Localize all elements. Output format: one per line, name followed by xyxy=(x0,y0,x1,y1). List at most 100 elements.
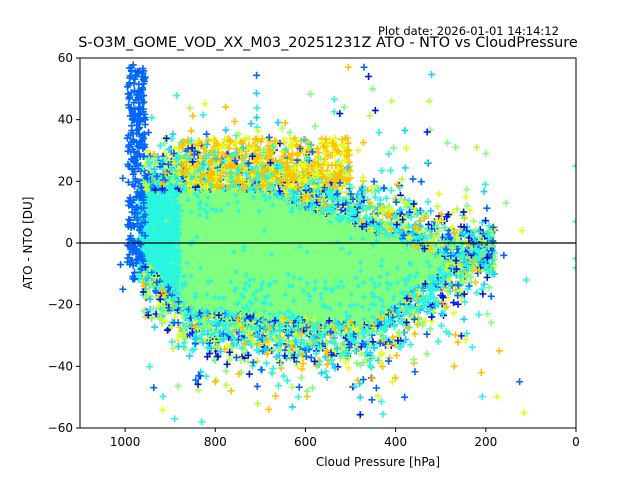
data-point xyxy=(139,133,147,141)
data-point xyxy=(125,236,133,244)
data-point xyxy=(123,83,131,91)
data-point xyxy=(411,330,419,338)
data-point xyxy=(148,268,156,276)
data-point xyxy=(350,216,358,224)
data-point xyxy=(161,200,169,208)
data-point xyxy=(168,194,176,202)
data-point xyxy=(425,220,433,228)
data-point xyxy=(159,222,167,230)
data-point xyxy=(131,68,139,76)
data-point xyxy=(142,253,150,261)
data-point xyxy=(126,74,134,82)
data-point xyxy=(164,267,172,275)
data-point xyxy=(141,218,149,226)
data-point xyxy=(145,242,153,250)
data-point xyxy=(175,225,183,233)
data-point xyxy=(159,195,167,203)
data-point xyxy=(165,224,173,232)
data-point xyxy=(131,275,139,283)
data-point xyxy=(168,271,176,279)
data-point xyxy=(141,114,149,122)
data-point xyxy=(167,210,175,218)
data-point xyxy=(287,355,295,363)
data-point xyxy=(323,339,331,347)
data-point xyxy=(139,145,147,152)
data-point xyxy=(128,199,136,207)
data-point xyxy=(141,232,149,240)
data-point xyxy=(136,88,144,96)
data-point xyxy=(129,129,137,137)
data-point xyxy=(130,269,138,277)
data-point xyxy=(124,178,132,186)
data-point xyxy=(171,233,179,241)
data-point xyxy=(129,107,137,115)
data-point xyxy=(172,267,180,275)
data-point xyxy=(155,216,163,224)
data-point xyxy=(485,222,493,230)
data-point xyxy=(172,207,180,215)
data-point xyxy=(138,73,146,81)
data-point xyxy=(174,284,182,292)
data-point xyxy=(141,121,149,129)
data-point xyxy=(135,226,143,234)
data-point xyxy=(156,229,164,237)
data-point xyxy=(127,234,135,242)
data-point xyxy=(134,94,142,102)
data-point xyxy=(139,153,147,161)
data-point xyxy=(128,208,136,216)
data-point xyxy=(172,197,180,205)
data-point xyxy=(128,259,136,267)
data-point xyxy=(187,127,195,135)
data-point xyxy=(169,248,177,256)
data-point xyxy=(167,256,175,264)
data-point xyxy=(141,140,149,148)
data-point xyxy=(160,206,168,214)
data-point xyxy=(147,220,155,228)
data-point xyxy=(125,250,133,258)
data-point xyxy=(325,317,333,325)
data-point xyxy=(125,143,133,151)
data-point xyxy=(175,259,183,267)
data-point xyxy=(135,81,143,89)
data-point xyxy=(134,142,142,150)
data-point xyxy=(450,299,458,307)
data-point xyxy=(130,237,138,245)
data-point xyxy=(134,255,142,263)
data-point xyxy=(131,87,139,95)
data-point xyxy=(152,224,160,232)
data-point xyxy=(376,314,384,322)
data-point xyxy=(464,226,472,234)
data-point xyxy=(126,93,134,101)
data-point xyxy=(165,246,173,254)
data-point xyxy=(131,156,139,164)
data-point xyxy=(131,75,139,83)
data-point xyxy=(141,211,149,219)
data-point xyxy=(165,275,173,283)
data-point xyxy=(124,160,132,168)
data-point xyxy=(155,252,163,260)
data-point xyxy=(127,67,135,75)
data-point xyxy=(152,196,160,204)
data-point xyxy=(465,282,473,290)
data-point xyxy=(134,109,142,117)
data-point xyxy=(132,203,140,211)
data-point xyxy=(139,65,147,73)
data-point xyxy=(133,216,141,224)
data-point xyxy=(161,149,169,157)
data-point xyxy=(142,233,150,241)
data-point xyxy=(169,130,177,138)
data-point xyxy=(134,165,142,173)
data-point xyxy=(342,358,350,366)
data-point xyxy=(354,221,362,229)
data-point xyxy=(169,217,177,225)
scatter-points xyxy=(117,61,576,426)
data-point xyxy=(134,209,142,217)
data-point xyxy=(139,84,147,92)
data-point xyxy=(140,77,148,85)
data-point xyxy=(126,112,134,120)
data-point xyxy=(129,136,137,144)
data-point xyxy=(131,245,139,253)
data-point xyxy=(140,92,148,100)
data-point xyxy=(174,202,182,210)
